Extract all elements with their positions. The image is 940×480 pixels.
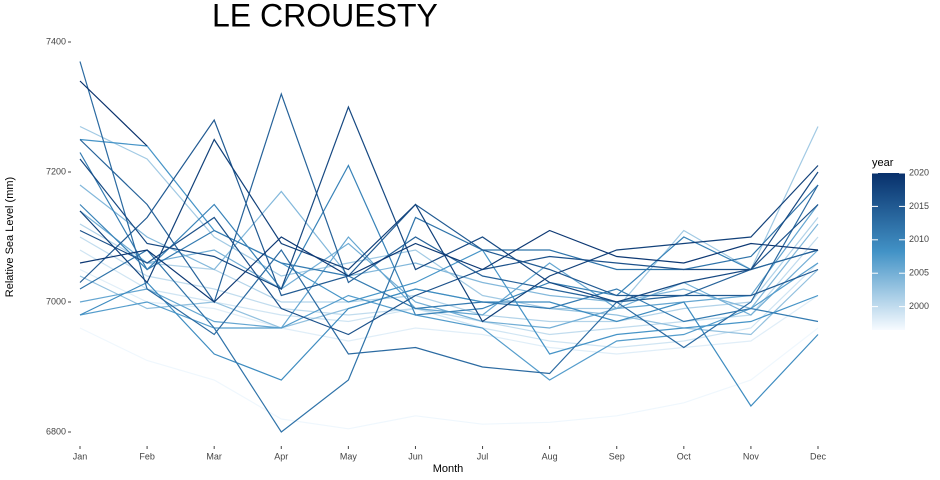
- colorbar: [872, 173, 905, 330]
- x-tick-label: Aug: [542, 451, 558, 461]
- y-tick-label: 7200: [46, 166, 66, 176]
- y-axis-title: Relative Sea Level (mm): [4, 177, 16, 297]
- x-tick-label: Jun: [408, 451, 423, 461]
- colorbar-label: 2000: [909, 301, 929, 311]
- series-line: [79, 92, 819, 304]
- series-line: [79, 80, 148, 147]
- x-tick-label: May: [340, 451, 358, 461]
- series-line: [79, 229, 819, 303]
- series-line: [79, 118, 819, 297]
- series-line: [79, 327, 819, 430]
- series-line: [79, 138, 819, 355]
- legend-title: year: [872, 157, 894, 169]
- series-line: [79, 184, 819, 310]
- chart-title: LE CROUESTY: [212, 0, 438, 33]
- x-tick-label: Sep: [609, 451, 625, 461]
- series-line: [79, 61, 819, 375]
- x-axis-title: Month: [433, 463, 464, 475]
- x-tick-label: Dec: [810, 451, 827, 461]
- x-tick-label: Mar: [206, 451, 222, 461]
- series-line: [79, 262, 819, 381]
- colorbar-label: 2005: [909, 268, 929, 278]
- series-line: [79, 269, 819, 336]
- series-line: [79, 105, 819, 303]
- series-line: [79, 204, 819, 336]
- x-tick-label: Oct: [677, 451, 692, 461]
- x-tick-label: Feb: [139, 451, 155, 461]
- colorbar-label: 2020: [909, 167, 929, 177]
- series-line: [79, 138, 819, 323]
- colorbar-label: 2010: [909, 234, 929, 244]
- series-line: [79, 164, 819, 316]
- series-line: [79, 152, 819, 323]
- colorbar-label: 2015: [909, 201, 929, 211]
- y-tick-label: 7000: [46, 296, 66, 306]
- series-line: [79, 268, 819, 355]
- x-tick-label: Jul: [477, 451, 489, 461]
- series-line: [79, 249, 819, 349]
- series-line: [79, 184, 819, 433]
- y-tick-label: 6800: [46, 426, 66, 436]
- x-tick-label: Jan: [73, 451, 88, 461]
- y-tick-label: 7400: [46, 36, 66, 46]
- x-tick-label: Apr: [274, 451, 288, 461]
- x-tick-label: Nov: [743, 451, 760, 461]
